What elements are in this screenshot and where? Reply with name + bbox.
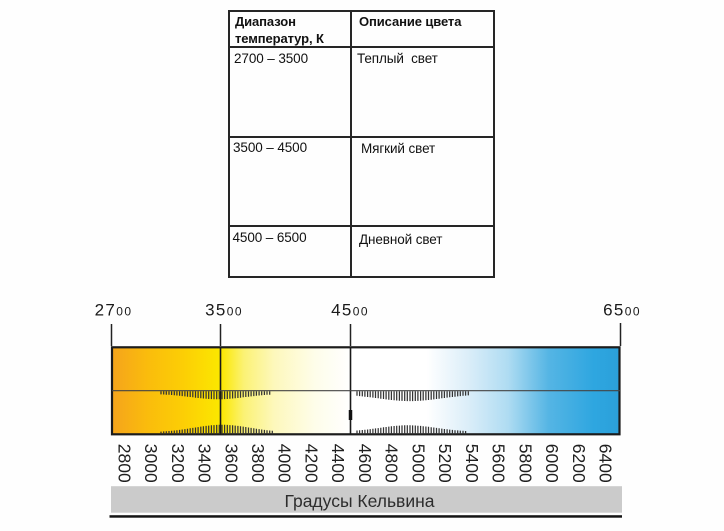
svg-text:3600: 3600 bbox=[221, 444, 241, 483]
svg-text:6400: 6400 bbox=[596, 444, 616, 483]
svg-text:3800: 3800 bbox=[248, 444, 268, 483]
svg-text:6000: 6000 bbox=[542, 444, 562, 483]
svg-text:5400: 5400 bbox=[462, 444, 482, 483]
svg-text:4400: 4400 bbox=[328, 444, 348, 483]
svg-text:Градусы Кельвина: Градусы Кельвина bbox=[284, 491, 434, 511]
svg-text:3400: 3400 bbox=[195, 444, 215, 483]
svg-text:5800: 5800 bbox=[515, 444, 535, 483]
svg-text:5200: 5200 bbox=[435, 444, 455, 483]
svg-text:3500: 3500 bbox=[205, 301, 243, 320]
svg-text:4600: 4600 bbox=[355, 444, 375, 483]
svg-text:6500: 6500 bbox=[603, 301, 641, 320]
svg-text:4800: 4800 bbox=[382, 444, 402, 483]
svg-text:3200: 3200 bbox=[168, 444, 188, 483]
svg-text:2700: 2700 bbox=[95, 301, 133, 320]
svg-text:4000: 4000 bbox=[275, 444, 295, 483]
svg-text:6200: 6200 bbox=[569, 444, 589, 483]
svg-text:5600: 5600 bbox=[489, 444, 509, 483]
svg-text:3000: 3000 bbox=[141, 444, 161, 483]
svg-text:5000: 5000 bbox=[408, 444, 428, 483]
svg-text:4500: 4500 bbox=[331, 301, 369, 320]
svg-text:2800: 2800 bbox=[114, 444, 134, 483]
svg-text:4200: 4200 bbox=[302, 444, 322, 483]
